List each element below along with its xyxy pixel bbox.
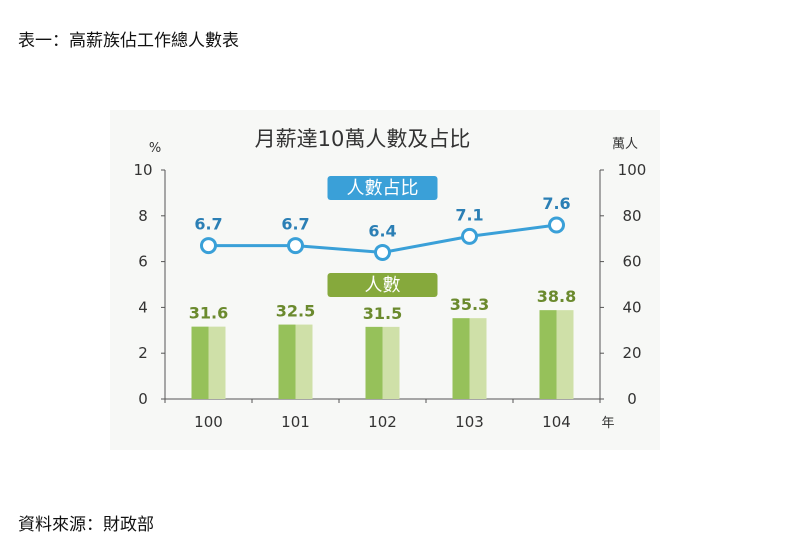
chart-title: 月薪達10萬人數及占比 <box>255 127 471 151</box>
left-tick-label: 4 <box>138 298 148 316</box>
legend-pill-ratio <box>327 176 438 200</box>
right-tick-label: 20 <box>622 344 641 362</box>
line-point <box>374 243 391 261</box>
document-title: 表一：高薪族佔工作總人數表 <box>18 31 239 51</box>
bar <box>452 318 470 399</box>
left-tick-label: 8 <box>138 207 148 225</box>
right-tick-label: 60 <box>622 253 641 271</box>
bar <box>278 324 296 399</box>
legend-pill-count <box>327 273 438 297</box>
line-value-label: 7.1 <box>455 205 483 224</box>
bar <box>365 326 383 399</box>
line-point <box>461 227 478 245</box>
right-axis-unit: 萬人 <box>612 137 638 152</box>
bar-highlight <box>556 310 574 399</box>
line-value-label: 6.7 <box>281 215 309 234</box>
bar-value-label: 38.8 <box>537 287 576 306</box>
line-point <box>548 216 565 234</box>
source-note: 資料來源：財政部 <box>18 515 154 535</box>
line-value-label: 6.7 <box>194 215 222 234</box>
bar <box>539 310 557 399</box>
bar-value-label: 32.5 <box>276 302 315 321</box>
x-tick-label: 101 <box>281 413 310 431</box>
bar-highlight <box>382 326 400 399</box>
x-tick-label: 102 <box>368 413 397 431</box>
line-value-label: 6.4 <box>368 221 396 240</box>
left-tick-label: 2 <box>138 344 148 362</box>
bar-value-label: 31.6 <box>189 304 228 323</box>
bar-highlight <box>469 318 487 399</box>
line-point <box>287 237 304 255</box>
right-tick-label: 100 <box>618 161 647 179</box>
left-axis-unit: % <box>149 141 161 156</box>
left-tick-label: 6 <box>138 253 148 271</box>
line-point <box>200 237 217 255</box>
right-tick-label: 40 <box>622 298 641 316</box>
bar-value-label: 35.3 <box>450 295 489 314</box>
left-tick-label: 10 <box>133 161 152 179</box>
bar-value-label: 31.5 <box>363 304 402 323</box>
bar <box>191 326 209 399</box>
chart-panel: 月薪達10萬人數及占比% 萬人 0 2 4 6 8 10 0 20 40 60 80 100 100 101 1… <box>110 110 660 450</box>
x-tick-label: 104 <box>542 413 571 431</box>
line-value-label: 7.6 <box>542 194 570 213</box>
right-tick-label: 80 <box>622 207 641 225</box>
x-tick-label: 100 <box>194 413 223 431</box>
left-tick-label: 0 <box>138 390 148 408</box>
legend-label-ratio: 人數占比 <box>347 178 419 199</box>
x-axis-label: 年 <box>601 416 614 431</box>
legend-label-count: 人數 <box>365 275 401 296</box>
bar-highlight <box>208 326 226 399</box>
x-tick-label: 103 <box>455 413 484 431</box>
bar-highlight <box>295 324 313 399</box>
right-tick-label: 0 <box>627 390 637 408</box>
